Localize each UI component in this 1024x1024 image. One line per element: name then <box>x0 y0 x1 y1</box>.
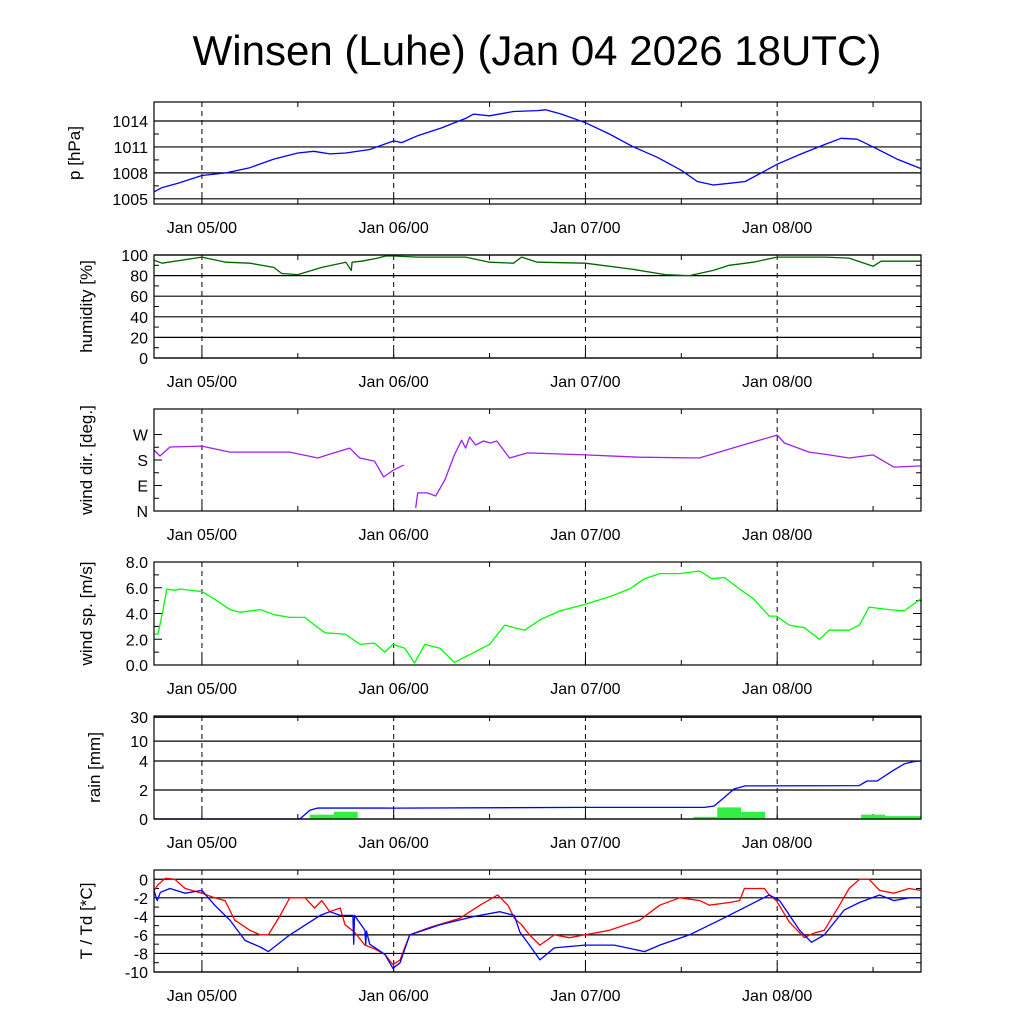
x-tick-label: Jan 06/00 <box>359 835 429 852</box>
y-tick-label: 2.0 <box>126 632 148 649</box>
y-tick-label: 4 <box>139 754 148 771</box>
rain-bar <box>309 814 334 819</box>
y-tick-label: 4.0 <box>126 607 148 624</box>
y-tick-label: 0 <box>139 812 148 829</box>
y-axis-label: wind sp. [m/s] <box>77 562 96 667</box>
y-tick-label: 1005 <box>112 192 148 209</box>
y-tick-label: -6 <box>134 928 148 945</box>
y-tick-label: 2 <box>139 783 148 800</box>
y-tick-label: 20 <box>130 330 148 347</box>
x-tick-label: Jan 08/00 <box>742 374 812 391</box>
x-tick-label: Jan 08/00 <box>742 988 812 1005</box>
y-tick-label: 100 <box>121 248 148 265</box>
y-tick-label: S <box>137 453 148 470</box>
y-tick-label: 30 <box>130 710 148 727</box>
x-tick-label: Jan 05/00 <box>167 527 237 544</box>
plot-frame <box>153 715 922 820</box>
y-tick-label: 10 <box>130 734 148 751</box>
y-tick-label: -4 <box>134 909 148 926</box>
panel-pressure: 1005 1008 1011 1014 Jan 05/00 Jan 06/00 Jan 07… <box>65 101 922 237</box>
x-tick-label: Jan 07/00 <box>550 988 620 1005</box>
series-line-wind-direction <box>415 434 922 508</box>
y-tick-label: 0.0 <box>126 658 148 675</box>
y-tick-label: 1014 <box>112 114 148 131</box>
plot-frame <box>153 869 922 973</box>
y-tick-label: 40 <box>130 310 148 327</box>
x-tick-label: Jan 08/00 <box>742 220 812 237</box>
x-tick-label: Jan 07/00 <box>550 220 620 237</box>
x-tick-label: Jan 06/00 <box>359 527 429 544</box>
y-tick-label: W <box>133 428 149 445</box>
series-line-accumulated-rain <box>154 760 922 820</box>
y-axis-label: p [hPa] <box>65 126 84 180</box>
series-line-temperature <box>153 877 921 966</box>
plot-frame <box>153 408 922 512</box>
x-tick-label: Jan 06/00 <box>359 220 429 237</box>
y-axis-label: wind dir. [deg.] <box>77 405 96 516</box>
y-axis-label: T / Td [*C] <box>77 883 96 960</box>
rain-bar <box>693 816 718 819</box>
x-tick-label: Jan 08/00 <box>742 835 812 852</box>
y-tick-label: N <box>136 504 148 521</box>
panel-wind_speed: 0.0 2.0 4.0 6.0 8.0 Jan 05/00 Jan 06/00 Jan 07/… <box>77 555 922 698</box>
panel-temperature: 0 -2-4 -6-8 -10 Jan 05/00 Jan 06/00 Jan 07/00 J… <box>77 869 922 1005</box>
x-tick-label: Jan 07/00 <box>550 374 620 391</box>
panel-rain: 0 2 4 10 30 Jan 05/00 Jan 06/00 Jan 07/00 Jan 08… <box>85 710 922 852</box>
x-tick-label: Jan 05/00 <box>167 988 237 1005</box>
y-axis-label: humidity [%] <box>77 260 96 353</box>
rain-bar <box>861 814 886 819</box>
rain-bar <box>717 807 742 819</box>
plot-frame <box>153 101 922 205</box>
series-line-dew-point <box>153 887 921 969</box>
x-tick-label: Jan 06/00 <box>359 374 429 391</box>
x-tick-label: Jan 08/00 <box>742 527 812 544</box>
rain-bar <box>333 811 358 819</box>
x-tick-label: Jan 08/00 <box>742 681 812 698</box>
chart-title: Winsen (Luhe) (Jan 04 2026 18UTC) <box>193 27 882 74</box>
y-tick-label: 60 <box>130 289 148 306</box>
y-tick-label: 0 <box>139 872 148 889</box>
x-tick-label: Jan 06/00 <box>359 988 429 1005</box>
series-line-wind-speed <box>154 570 921 664</box>
x-tick-label: Jan 05/00 <box>167 681 237 698</box>
y-tick-label: 1008 <box>112 166 148 183</box>
y-tick-label: -8 <box>134 946 148 963</box>
y-tick-label: -10 <box>125 965 148 982</box>
rain-bar <box>741 811 766 819</box>
plot-frame <box>153 254 922 359</box>
x-tick-label: Jan 06/00 <box>359 681 429 698</box>
panel-humidity: 0 20 40 60 80 100 Jan 05/00 Jan 06/00 Jan 07/00 J… <box>77 248 922 391</box>
y-tick-label: 1011 <box>114 140 149 157</box>
x-tick-label: Jan 07/00 <box>550 835 620 852</box>
series-line-humidity <box>153 255 921 277</box>
x-tick-label: Jan 05/00 <box>167 220 237 237</box>
plot-frame <box>153 561 922 666</box>
x-tick-label: Jan 07/00 <box>550 527 620 544</box>
rain-bar <box>885 816 921 819</box>
y-tick-label: E <box>137 479 148 496</box>
y-tick-label: 80 <box>130 269 148 286</box>
series-line-wind-direction <box>153 445 404 478</box>
y-tick-label: 6.0 <box>126 581 148 598</box>
x-tick-label: Jan 07/00 <box>550 681 620 698</box>
y-tick-label: -2 <box>134 891 148 908</box>
series-line-pressure <box>153 109 922 193</box>
y-tick-label: 8.0 <box>126 555 148 572</box>
x-tick-label: Jan 05/00 <box>167 835 237 852</box>
y-tick-label: 0 <box>139 351 148 368</box>
x-tick-label: Jan 05/00 <box>167 374 237 391</box>
y-axis-label: rain [mm] <box>85 732 104 803</box>
